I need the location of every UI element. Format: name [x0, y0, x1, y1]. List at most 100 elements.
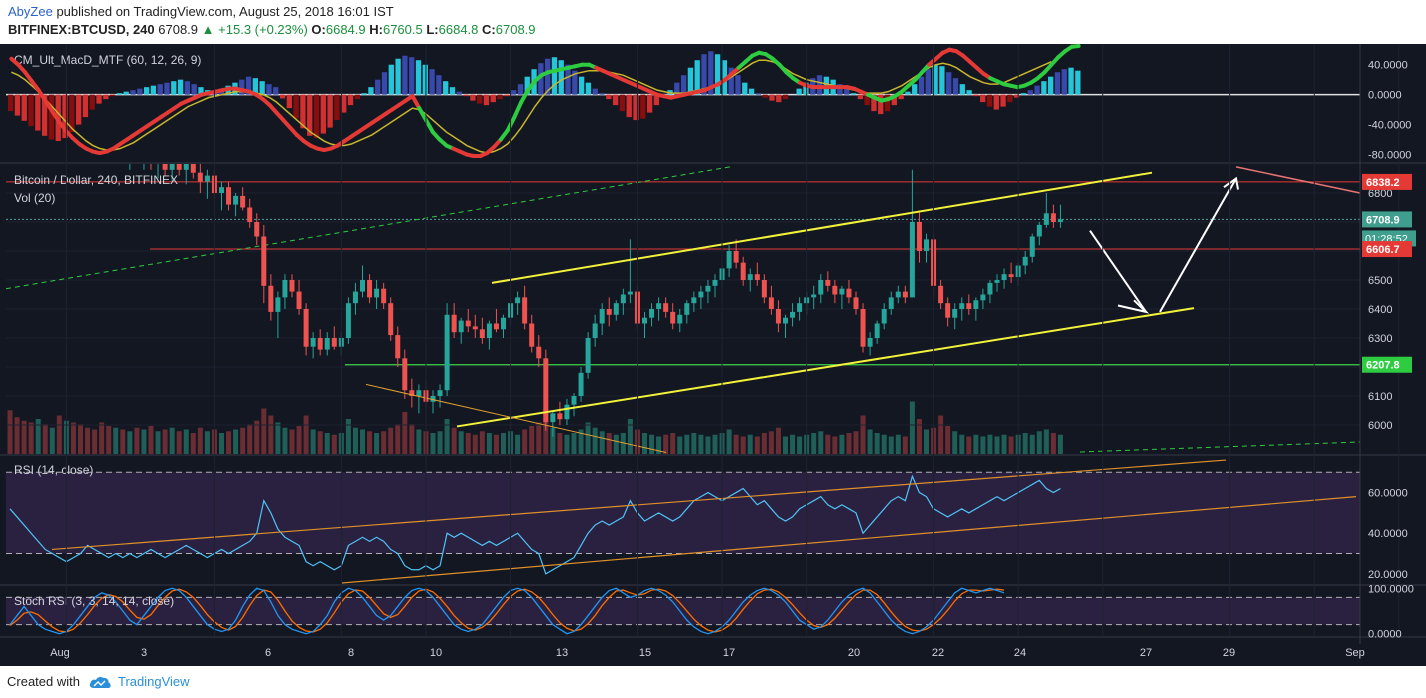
macd-histogram-bar: [1027, 90, 1033, 95]
candle-body: [952, 309, 958, 318]
volume-bar: [388, 427, 394, 454]
volume-bar: [853, 431, 859, 454]
volume-bar: [296, 426, 302, 454]
candle-body: [726, 251, 732, 269]
macd-histogram-bar: [28, 94, 34, 127]
macd-histogram-bar: [551, 57, 558, 95]
time-tick-label: 10: [430, 647, 442, 659]
candle-body: [240, 195, 246, 208]
macd-histogram-bar: [925, 69, 931, 95]
chart-area[interactable]: CM_Ult_MacD_MTF (60, 12, 26, 9) Bitcoin …: [0, 44, 1426, 666]
volume-bar: [486, 433, 492, 454]
price-pane[interactable]: Bitcoin / Dollar, 240, BITFINEX Vol (20): [6, 44, 1361, 454]
candle-body: [846, 288, 852, 298]
candle-body: [78, 77, 83, 92]
volume-bar: [536, 422, 542, 454]
rsi-title: RSI (14, close): [14, 463, 93, 477]
publish-line: AbyZee published on TradingView.com, Aug…: [8, 4, 394, 19]
macd-histogram-bar: [62, 94, 68, 139]
candle-body: [747, 274, 753, 280]
candle-body: [656, 303, 662, 309]
candle-body: [860, 309, 866, 347]
time-tick-label: 8: [348, 647, 354, 659]
macd-histogram-bar: [680, 75, 687, 95]
symbol-line: BITFINEX:BTCUSD, 240 6708.9 ▲ +15.3 (+0.…: [8, 22, 536, 37]
macd-line-segment: [50, 109, 61, 124]
candle-body: [367, 280, 373, 298]
price-tick-label: 6000: [1368, 420, 1392, 432]
candle-body: [444, 314, 450, 391]
tradingview-cloud-icon: [89, 676, 111, 688]
volume-bar: [430, 433, 436, 454]
volume-bar: [627, 419, 633, 454]
macd-histogram-bar: [103, 94, 109, 100]
volume-bar: [85, 427, 91, 454]
macd-histogram-bar: [191, 84, 197, 95]
volume-bar: [761, 433, 767, 454]
macd-histogram-bar: [871, 94, 877, 112]
candle-body: [966, 303, 972, 309]
macd-histogram-bar: [415, 60, 422, 95]
volume-bar: [395, 424, 401, 454]
low-value: 6684.8: [438, 22, 479, 37]
forecast-arrow-down: [1089, 230, 1147, 313]
close-value: 6708.9: [495, 22, 536, 37]
rsi-upper-trendline: [51, 459, 1227, 551]
volume-bar: [169, 427, 175, 454]
macd-histogram-bar: [850, 93, 857, 95]
macd-histogram-bar: [69, 94, 75, 133]
macd-histogram-bar: [354, 94, 360, 100]
macd-histogram-bar: [959, 84, 965, 95]
price-axis[interactable]: 40.0000 0.0000 -40.0000 -80.0000 6000 6100 620…: [0, 44, 1426, 644]
candle-body: [479, 329, 485, 338]
macd-histogram-bar: [171, 81, 177, 95]
macd-histogram-bar: [782, 94, 789, 100]
macd-histogram-bar: [612, 94, 619, 106]
rsi-pane[interactable]: RSI (14, close): [6, 459, 1360, 584]
macd-histogram-bar: [633, 94, 639, 121]
volume-bar: [980, 436, 986, 454]
candle-body: [578, 372, 584, 396]
time-tick-label: 6: [265, 647, 271, 659]
candle-body: [649, 309, 655, 318]
macd-histogram-bar: [640, 94, 646, 119]
volume-bar: [1050, 433, 1056, 454]
macd-histogram-bar: [477, 94, 483, 104]
stoch-tick-label: 100.0000: [1368, 583, 1414, 595]
support-price-tag-bg: [1362, 356, 1412, 373]
candle-body: [1001, 274, 1007, 280]
candle-body: [113, 138, 118, 144]
close-label: C:: [482, 22, 496, 37]
macd-histogram-bar: [470, 94, 476, 101]
candle-body: [761, 280, 767, 298]
high-value: 6760.5: [382, 22, 423, 37]
candle-body: [197, 172, 203, 182]
volume-bar: [888, 436, 894, 454]
candle-body: [1043, 213, 1049, 225]
candle-body: [663, 303, 669, 312]
candle-body: [416, 390, 422, 396]
candle-body: [740, 262, 746, 280]
volume-bar: [698, 434, 704, 454]
macd-histogram-bar: [606, 94, 612, 100]
author-link[interactable]: AbyZee: [8, 4, 53, 19]
volume-bar: [113, 427, 119, 454]
time-axis[interactable]: Aug 3 6 8 10 13 15 17 20 22 24 27 29 Sep: [50, 647, 1365, 659]
stoch-rsi-pane[interactable]: Stoch RSI (3, 3, 14, 14, close): [6, 587, 1360, 635]
chart-svg[interactable]: CM_Ult_MacD_MTF (60, 12, 26, 9) Bitcoin …: [0, 44, 1426, 666]
macd-histogram-bar: [973, 94, 979, 97]
candle-body: [543, 358, 549, 423]
macd-histogram-bar: [266, 84, 272, 95]
candle-body: [1050, 213, 1056, 222]
volume-bar: [705, 436, 711, 454]
rsi-line: [9, 474, 1061, 575]
macd-pane[interactable]: CM_Ult_MacD_MTF (60, 12, 26, 9): [6, 44, 1360, 159]
tradingview-link[interactable]: TradingView: [118, 674, 190, 689]
volume-bar: [416, 429, 422, 454]
macd-histogram-bar: [837, 84, 843, 95]
candle-body: [190, 164, 196, 173]
candle-body: [564, 404, 570, 420]
symbol-label: BITFINEX:BTCUSD, 240: [8, 22, 155, 37]
volume-bar: [14, 417, 20, 454]
macd-histogram-bar: [619, 94, 626, 112]
